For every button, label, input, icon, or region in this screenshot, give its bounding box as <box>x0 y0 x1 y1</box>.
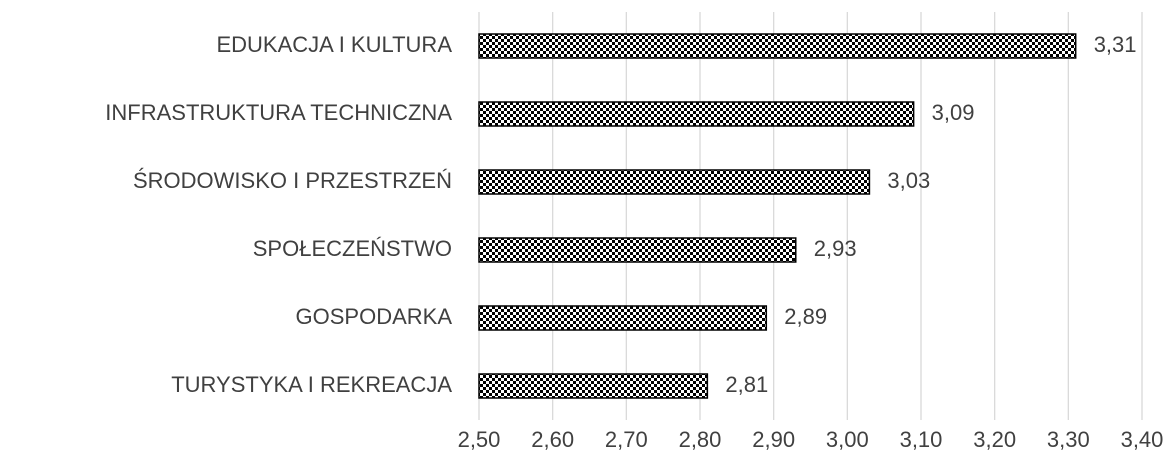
bar <box>478 305 768 331</box>
value-label: 3,09 <box>932 100 975 125</box>
value-label: 3,03 <box>887 168 930 193</box>
x-tick-label: 2,90 <box>752 427 795 452</box>
y-tick-label: SPOŁECZEŃSTWO <box>253 236 452 261</box>
y-tick-label: EDUKACJA I KULTURA <box>216 32 452 57</box>
value-label: 2,93 <box>814 236 857 261</box>
value-label: 2,81 <box>725 372 768 397</box>
y-tick-label: GOSPODARKA <box>296 304 453 329</box>
y-tick-label: ŚRODOWISKO I PRZESTRZEŃ <box>133 168 452 193</box>
bar <box>478 373 709 399</box>
y-tick-label: INFRASTRUKTURA TECHNICZNA <box>105 100 452 125</box>
x-tick-label: 3,40 <box>1121 427 1164 452</box>
x-tick-label: 2,50 <box>458 427 501 452</box>
bar <box>478 33 1077 59</box>
x-tick-label: 3,30 <box>1047 427 1090 452</box>
bar <box>478 169 871 195</box>
x-tick-label: 2,70 <box>605 427 648 452</box>
value-label: 3,31 <box>1094 32 1137 57</box>
x-tick-label: 3,10 <box>900 427 943 452</box>
bar <box>478 101 915 127</box>
y-tick-label: TURYSTYKA I REKREACJA <box>171 372 452 397</box>
x-tick-label: 2,80 <box>679 427 722 452</box>
value-label: 2,89 <box>784 304 827 329</box>
x-tick-label: 2,60 <box>531 427 574 452</box>
x-tick-label: 3,20 <box>973 427 1016 452</box>
bar <box>478 237 797 263</box>
x-tick-label: 3,00 <box>826 427 869 452</box>
